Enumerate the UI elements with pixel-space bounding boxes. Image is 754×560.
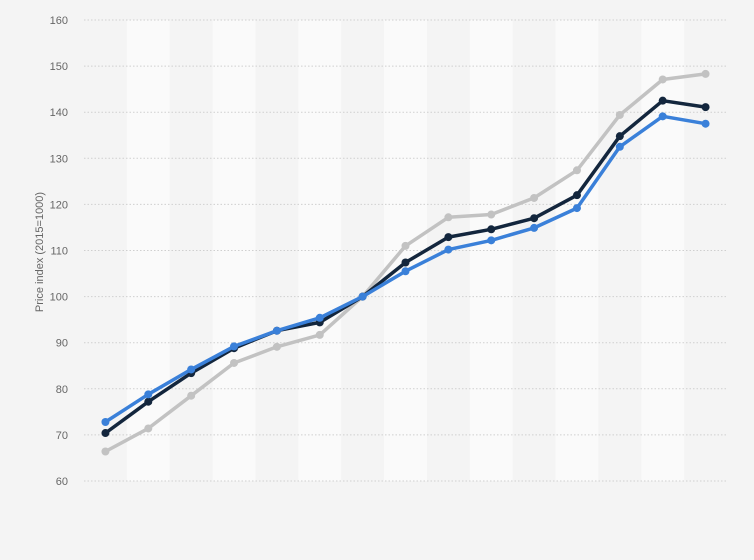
data-point[interactable] [572, 166, 581, 175]
data-point[interactable] [701, 103, 710, 112]
data-point[interactable] [444, 245, 453, 254]
data-point[interactable] [530, 214, 539, 223]
data-point[interactable] [487, 210, 496, 219]
data-point[interactable] [658, 112, 667, 121]
data-point[interactable] [101, 429, 110, 438]
data-point[interactable] [401, 258, 410, 267]
data-point[interactable] [658, 75, 667, 84]
column-band [212, 20, 256, 481]
y-axis-title: Price index (2015=1000) [34, 192, 46, 312]
data-point[interactable] [230, 358, 239, 367]
series-1 [101, 112, 710, 426]
data-point[interactable] [401, 267, 410, 276]
data-point[interactable] [444, 233, 453, 242]
data-point[interactable] [315, 313, 324, 322]
y-tick-label: 150 [50, 61, 68, 73]
y-tick-label: 110 [50, 246, 68, 258]
y-tick-label: 140 [50, 107, 68, 119]
y-axis-ticks: 60 70 80 90 100 110 120 130 140 150 160 [50, 15, 68, 488]
y-tick-label: 80 [56, 384, 68, 396]
data-point[interactable] [572, 204, 581, 213]
data-point[interactable] [615, 142, 624, 151]
data-point[interactable] [144, 424, 153, 433]
y-tick-label: 100 [50, 292, 68, 304]
data-point[interactable] [144, 390, 153, 399]
data-point[interactable] [572, 191, 581, 200]
data-point[interactable] [701, 119, 710, 128]
data-point[interactable] [530, 223, 539, 232]
y-tick-label: 130 [50, 153, 68, 165]
series-3 [101, 69, 710, 456]
column-band [555, 20, 599, 481]
data-point[interactable] [101, 417, 110, 426]
data-point[interactable] [272, 342, 281, 351]
data-point[interactable] [144, 397, 153, 406]
data-point[interactable] [358, 292, 367, 301]
series-group [101, 69, 710, 456]
data-point[interactable] [487, 236, 496, 245]
data-point[interactable] [444, 213, 453, 222]
y-tick-label: 160 [50, 15, 68, 27]
y-tick-label: 90 [56, 338, 68, 350]
data-point[interactable] [315, 330, 324, 339]
data-point[interactable] [615, 110, 624, 119]
y-tick-label: 60 [56, 476, 68, 488]
data-point[interactable] [101, 447, 110, 456]
data-point[interactable] [272, 326, 281, 335]
y-tick-label: 70 [56, 430, 68, 442]
y-tick-label: 120 [50, 199, 68, 211]
data-point[interactable] [230, 342, 239, 351]
data-point[interactable] [187, 365, 196, 374]
data-point[interactable] [187, 391, 196, 400]
data-point[interactable] [487, 225, 496, 234]
data-point[interactable] [615, 132, 624, 141]
data-point[interactable] [701, 69, 710, 78]
data-point[interactable] [530, 193, 539, 202]
column-band [384, 20, 427, 481]
data-point[interactable] [658, 96, 667, 105]
data-point[interactable] [401, 241, 410, 250]
series-2 [101, 96, 710, 438]
